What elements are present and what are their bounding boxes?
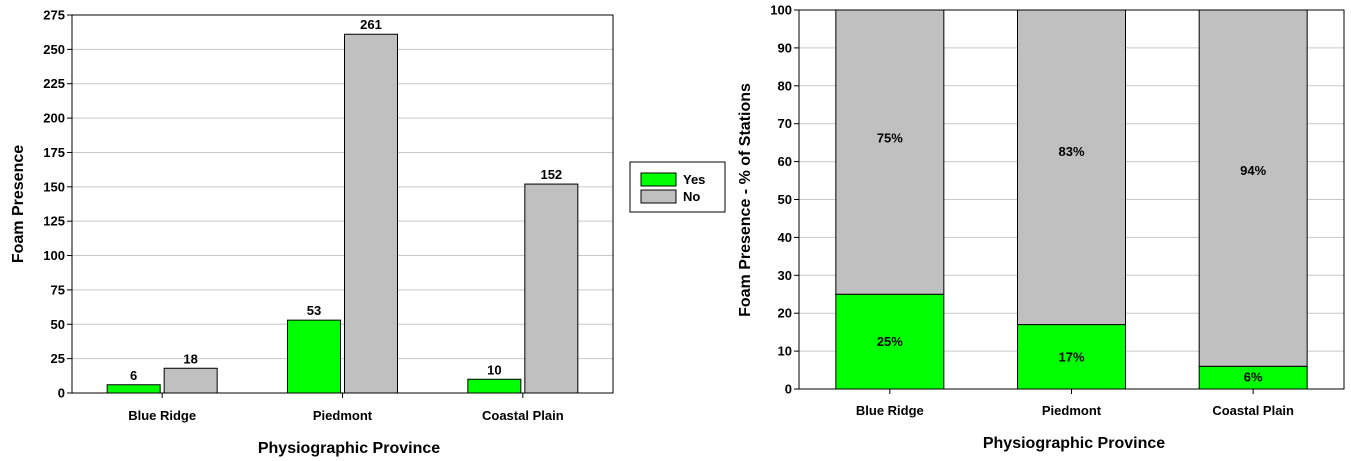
- legend-label-no: No: [683, 189, 700, 204]
- bar-yes-piedmont: [1017, 324, 1126, 390]
- y-tick-label-125: 125: [43, 214, 65, 229]
- bar-chart-counts: 0 25 50 75 100 125 150 175 200 225 250 275 Blue Rid…: [10, 8, 614, 457]
- x-tick-label-coastal-plain: Coastal Plain: [1212, 403, 1294, 418]
- bar-no-coastal-plain: [524, 183, 579, 394]
- y-tick-label-225: 225: [43, 76, 65, 91]
- y-tick-label-250: 250: [43, 42, 65, 57]
- y-tick-label-150: 150: [43, 179, 65, 194]
- data-label-yes-blue-ridge: 25%: [877, 334, 903, 349]
- x-tick-label-piedmont: Piedmont: [1042, 403, 1102, 418]
- data-label-no-blue-ridge: 75%: [877, 130, 903, 145]
- data-label-yes-piedmont: 17%: [1058, 349, 1084, 364]
- y-tick-label-100: 100: [770, 3, 792, 18]
- y-tick-label-10: 10: [778, 344, 792, 359]
- y-tick-label-70: 70: [778, 116, 792, 131]
- x-tick-label-piedmont: Piedmont: [313, 408, 373, 423]
- bar-group: [106, 33, 579, 394]
- data-label-no-piedmont: 83%: [1058, 144, 1084, 159]
- legend-swatch-no: [640, 189, 677, 204]
- y-axis-title: Foam Presence: [10, 145, 27, 263]
- bar-no-blue-ridge: [163, 367, 218, 394]
- legend: Yes No: [629, 161, 726, 213]
- y-tick-label-50: 50: [51, 317, 65, 332]
- y-tick-label-75: 75: [51, 282, 65, 297]
- y-tick-label-25: 25: [51, 351, 65, 366]
- data-label-no-coastal-plain: 94%: [1240, 163, 1266, 178]
- x-tick-label-blue-ridge: Blue Ridge: [128, 408, 196, 423]
- legend-label-yes: Yes: [683, 172, 705, 187]
- y-tick-label-50: 50: [778, 192, 792, 207]
- bar-yes-coastal-plain: [467, 378, 522, 394]
- y-tick-label-80: 80: [778, 78, 792, 93]
- y-axis-ticks: 0 10 20 30 40 50 60 70 80 90 100: [770, 3, 799, 397]
- y-tick-label-200: 200: [43, 111, 65, 126]
- bar-no-blue-ridge: [835, 9, 945, 295]
- data-label-no-piedmont: 261: [360, 17, 382, 32]
- data-label-yes-coastal-plain: 10: [487, 362, 501, 377]
- y-tick-label-275: 275: [43, 8, 65, 23]
- y-tick-label-60: 60: [778, 154, 792, 169]
- data-label-no-blue-ridge: 18: [183, 351, 197, 366]
- y-tick-label-100: 100: [43, 248, 65, 263]
- y-tick-label-30: 30: [778, 268, 792, 283]
- x-axis-ticks: Blue Ridge Piedmont Coastal Plain: [128, 393, 564, 423]
- x-axis-title: Physiographic Province: [983, 435, 1165, 452]
- data-label-yes-coastal-plain: 6%: [1244, 369, 1263, 384]
- data-label-yes-blue-ridge: 6: [130, 368, 137, 383]
- y-tick-label-40: 40: [778, 230, 792, 245]
- data-labels: 25% 75% 17% 83% 6% 94%: [877, 130, 1267, 384]
- x-axis-ticks: Blue Ridge Piedmont Coastal Plain: [856, 389, 1294, 418]
- legend-swatch-yes: [640, 172, 677, 187]
- x-tick-label-coastal-plain: Coastal Plain: [482, 408, 564, 423]
- y-tick-label-0: 0: [785, 382, 792, 397]
- legend-box: [629, 161, 726, 213]
- y-axis-title: Foam Presence - % of Stations: [737, 83, 754, 317]
- x-tick-label-blue-ridge: Blue Ridge: [856, 403, 924, 418]
- bar-no-coastal-plain: [1198, 9, 1308, 367]
- grid-lines: [72, 48, 613, 360]
- bar-yes-blue-ridge: [106, 384, 161, 394]
- bar-no-piedmont: [344, 33, 398, 394]
- x-axis-title: Physiographic Province: [258, 440, 440, 457]
- y-tick-label-175: 175: [43, 145, 65, 160]
- bar-yes-blue-ridge: [835, 293, 945, 390]
- data-label-no-coastal-plain: 152: [540, 167, 562, 182]
- y-axis-ticks: 0 25 50 75 100 125 150 175 200 225 250 275: [43, 8, 72, 401]
- bar-yes-piedmont: [287, 319, 341, 394]
- data-label-yes-piedmont: 53: [307, 303, 321, 318]
- data-labels: 6 18 53 261 10 152: [130, 17, 562, 383]
- y-tick-label-20: 20: [778, 306, 792, 321]
- bar-no-piedmont: [1017, 9, 1126, 326]
- bar-group: [835, 9, 1308, 390]
- y-tick-label-90: 90: [778, 40, 792, 55]
- y-tick-label-0: 0: [58, 386, 65, 401]
- stacked-bar-chart-percent: 0 10 20 30 40 50 60 70 80 90 100 Blue Ridge Piedmon…: [737, 3, 1345, 452]
